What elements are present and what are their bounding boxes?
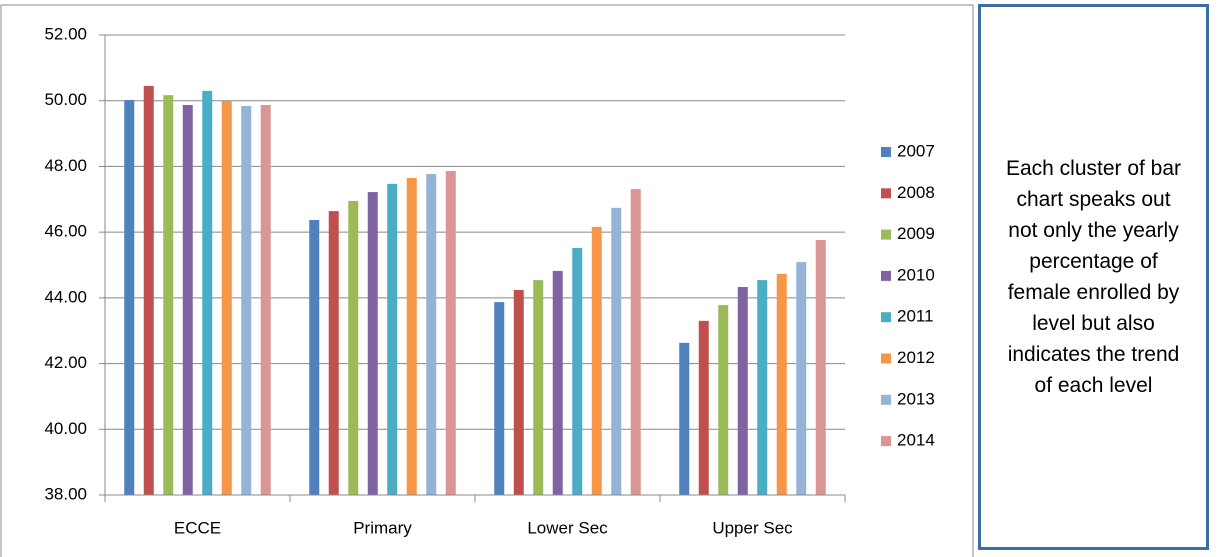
x-tick-label: Lower Sec <box>527 518 608 537</box>
bar <box>776 273 787 495</box>
bar <box>182 104 193 495</box>
legend-label: 2009 <box>897 224 935 243</box>
bar <box>737 287 748 495</box>
bar <box>757 280 768 495</box>
note-box: Each cluster of bar chart speaks out not… <box>978 4 1209 550</box>
legend-swatch <box>881 394 891 405</box>
x-tick-label: Upper Sec <box>712 518 793 537</box>
bar <box>513 289 524 495</box>
y-tick-label: 52.00 <box>44 24 87 43</box>
bar <box>445 171 456 495</box>
bar <box>124 100 135 496</box>
legend-label: 2010 <box>897 265 935 284</box>
legend-swatch <box>881 229 891 240</box>
bar <box>679 342 690 495</box>
legend-label: 2011 <box>897 307 934 326</box>
bar <box>552 270 563 495</box>
bar <box>426 173 437 495</box>
legend-label: 2007 <box>897 141 935 160</box>
y-tick-label: 48.00 <box>44 156 87 175</box>
bar <box>630 189 641 495</box>
y-tick-label: 50.00 <box>44 90 87 109</box>
legend-swatch <box>881 147 891 157</box>
bar <box>572 247 583 495</box>
chart: 38.00 40.00 42.00 44.00 46.00 48.00 50.00 52.00… <box>0 4 974 557</box>
bar <box>260 104 271 495</box>
legend-swatch <box>881 188 891 199</box>
chart-frame <box>0 4 974 557</box>
legend-label: 2012 <box>897 348 935 367</box>
legend-label: 2008 <box>897 183 935 202</box>
legend-swatch <box>881 436 891 447</box>
bar <box>796 262 807 495</box>
legend-swatch <box>881 270 891 281</box>
bar <box>815 240 826 495</box>
legend-swatch <box>881 353 891 364</box>
bar <box>202 90 213 495</box>
bar <box>328 211 339 495</box>
legend-label: 2014 <box>897 431 935 450</box>
legend-swatch <box>881 312 891 323</box>
bar <box>387 183 398 496</box>
y-tick-label: 38.00 <box>44 484 87 503</box>
bar <box>309 219 320 495</box>
legend-label: 2013 <box>897 389 935 408</box>
bar <box>163 95 174 495</box>
bar <box>718 305 729 495</box>
y-tick-label: 40.00 <box>44 419 87 438</box>
y-tick-label: 46.00 <box>44 222 87 241</box>
bar <box>406 177 417 495</box>
bar <box>221 101 232 496</box>
y-tick-label: 42.00 <box>44 353 87 372</box>
x-tick-label: ECCE <box>174 518 221 537</box>
bar <box>348 200 359 495</box>
y-tick-label: 44.00 <box>44 287 87 306</box>
bar <box>241 105 252 495</box>
bar <box>533 280 544 495</box>
bar <box>367 192 378 496</box>
bar <box>143 85 154 495</box>
bar <box>591 226 602 495</box>
x-tick-label: Primary <box>353 518 412 537</box>
bar <box>611 207 622 496</box>
bar <box>494 302 505 495</box>
bar <box>698 320 709 495</box>
